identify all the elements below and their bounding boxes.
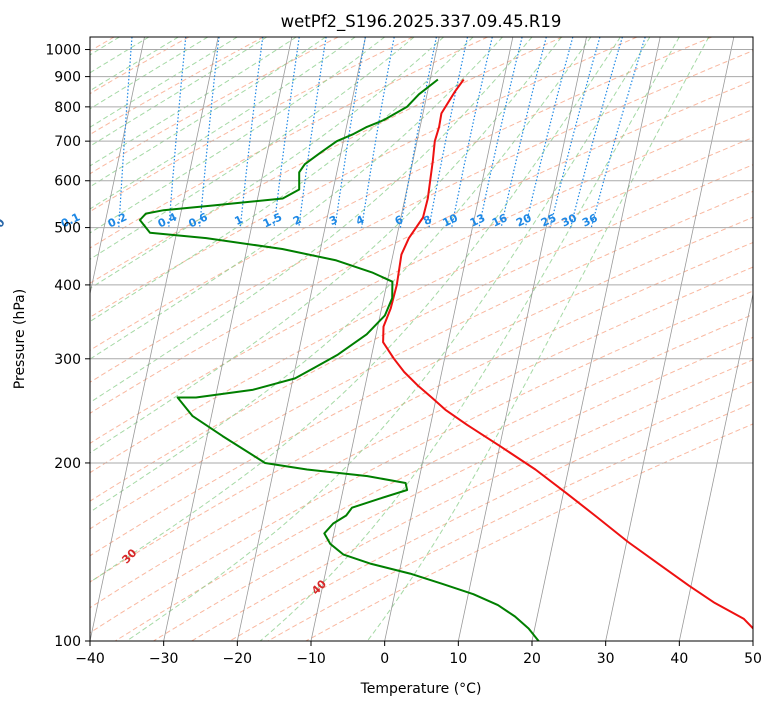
isotherm-13	[384, 37, 514, 641]
mixing-ratio-line-2	[168, 37, 187, 228]
x-tick-label-2: −20	[223, 651, 253, 667]
dry-adiabat-33	[267, 402, 753, 641]
y-tick-label-4: 500	[54, 221, 81, 237]
mixing-ratio-line-11	[451, 37, 493, 228]
dry-adiabat-21	[90, 108, 753, 444]
mixing-ratio-label-17: 36	[580, 211, 600, 229]
profiles	[138, 78, 753, 641]
y-tick-label-2: 300	[54, 352, 81, 368]
mixing-ratio-line-16	[570, 37, 623, 228]
moist-adiabat-8	[90, 37, 326, 188]
mixing-ratio-line-5	[273, 37, 300, 228]
mixing-ratio-label-15: 25	[539, 211, 558, 229]
y-tick-label-5: 600	[54, 174, 81, 190]
temperature-profile	[382, 78, 753, 630]
mixing-ratio-label-11: 10	[441, 211, 461, 229]
dry-adiabat-34	[305, 423, 753, 641]
y-tick-label-6: 700	[54, 134, 81, 150]
y-tick-label-3: 400	[54, 278, 81, 294]
dry-adiabat-18	[90, 37, 712, 351]
plot-background	[90, 37, 753, 641]
mixing-ratio-line-7	[334, 37, 366, 228]
x-tick-label-5: 10	[449, 651, 467, 667]
y-tick-label-8: 900	[54, 70, 81, 86]
isotherm-10	[163, 37, 293, 641]
mixing-ratio-line-13	[500, 37, 547, 228]
isotherm-17	[678, 291, 753, 641]
isotherm-7	[0, 37, 71, 641]
isotherm-8	[90, 37, 145, 296]
mixing-ratio-line-10	[428, 37, 469, 228]
y-tick-label-9: 1000	[45, 43, 81, 59]
dry-adiabat-26	[90, 241, 753, 583]
dry-adiabat-14	[90, 37, 414, 213]
mixing-ratio-label-13: 16	[490, 211, 510, 229]
axis-ticks: −40 −30 −20 −10 0 10 20 30 40 50 100 200 300 400 500 60…	[45, 43, 762, 667]
dry-adiabat-27	[90, 266, 753, 609]
mixing-ratio-line-3	[199, 37, 220, 228]
x-tick-label-1: −30	[149, 651, 179, 667]
dry-adiabat-17	[90, 37, 638, 318]
dry-adiabat-16	[90, 37, 563, 284]
mixing-ratio-line-6	[298, 37, 327, 228]
x-tick-label-3: −10	[296, 651, 326, 667]
dry-adiabat-22	[90, 136, 753, 474]
moist-adiabat-16	[90, 37, 562, 454]
mixing-ratio-label-12: 13	[468, 211, 487, 229]
isotherm-14	[457, 37, 587, 641]
dry-adiabat-29	[114, 313, 753, 641]
y-tick-label-0: 100	[54, 634, 81, 650]
isotherm-15	[531, 37, 661, 641]
x-tick-label-9: 50	[744, 651, 762, 667]
x-tick-label-8: 40	[670, 651, 688, 667]
mixing-ratio-line-14	[524, 37, 574, 228]
x-tick-label-0: −40	[75, 651, 105, 667]
mixing-ratio-line-0	[72, 37, 82, 228]
x-axis-label: Temperature (°C)	[360, 681, 482, 697]
chart-title: wetPf2_S196.2025.337.09.45.R19	[281, 12, 562, 32]
mixing-ratio-line-1	[118, 37, 133, 228]
moist-adiabat-20	[259, 37, 680, 641]
isotherm-18	[752, 639, 753, 641]
moist-adiabat-17	[90, 37, 592, 513]
y-axis-label: Pressure (hPa)	[12, 289, 28, 389]
moist-adiabat-14	[90, 37, 503, 360]
mixing-ratio-line-15	[549, 37, 601, 228]
moist-adiabat-18	[90, 37, 621, 583]
isotherm-9	[90, 37, 219, 641]
x-tick-label-6: 20	[523, 651, 541, 667]
mixing-ratio-line-9	[399, 37, 437, 228]
moist-adiabat-21	[366, 37, 710, 641]
mixing-ratio-line-17	[590, 37, 646, 228]
y-tick-label-1: 200	[54, 456, 81, 472]
mixing-ratio-line-8	[361, 37, 395, 228]
x-tick-label-7: 30	[597, 651, 615, 667]
dewpoint-profile	[138, 78, 540, 641]
plot-frame	[89, 36, 754, 642]
isotherm-12	[310, 37, 440, 641]
dry-adiabat-20	[90, 79, 753, 414]
mixing-ratio-label-14: 20	[514, 211, 534, 229]
x-tick-label-4: 0	[380, 651, 389, 667]
dry-adiabat-25	[90, 216, 753, 557]
dry-adiabat-label-9: -10	[0, 216, 8, 240]
y-tick-label-7: 800	[54, 100, 81, 116]
mixing-ratio-line-12	[478, 37, 523, 228]
dry-adiabat-13	[90, 37, 339, 175]
moist-adiabat-15	[90, 37, 533, 404]
mixing-ratio-line-4	[239, 37, 264, 228]
mixing-ratio-label-16: 30	[559, 211, 579, 229]
